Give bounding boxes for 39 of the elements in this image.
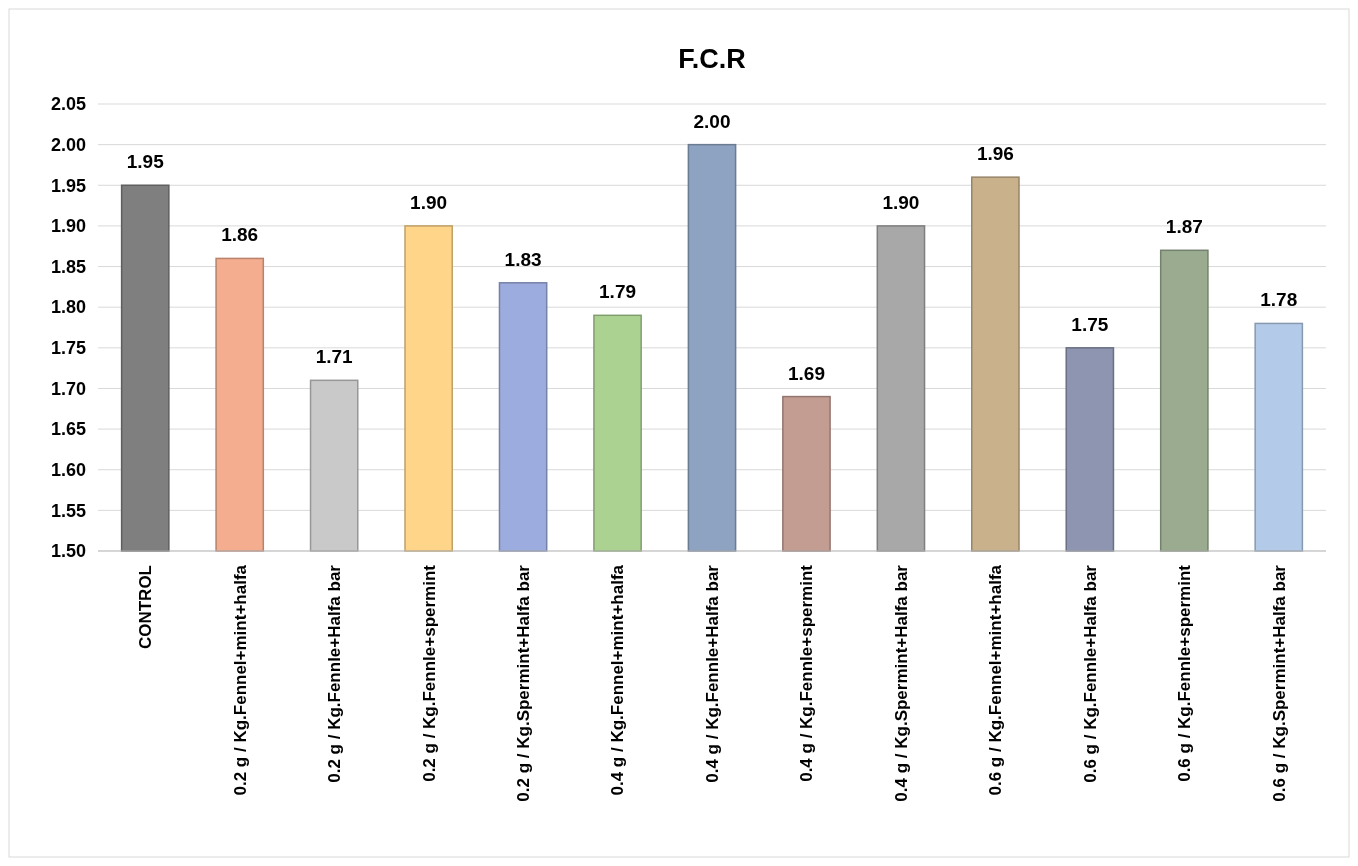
data-label: 1.96 [976, 143, 1014, 165]
x-tick-label: 0.2 g / Kg.Spermint+Halfa bar [514, 564, 534, 802]
y-tick-label: 1.55 [50, 500, 86, 521]
data-label: 1.83 [504, 248, 542, 270]
x-tick-label: 0.2 g / Kg.Fennel+mint+halfa [230, 564, 250, 796]
y-tick-label: 1.70 [50, 378, 86, 399]
y-tick-label: 1.80 [50, 297, 86, 318]
y-tick-label: 1.65 [50, 419, 86, 440]
y-tick-label: 1.85 [50, 256, 86, 277]
chart-title: F.C.R [678, 44, 746, 74]
data-label: 1.86 [221, 224, 259, 246]
y-tick-label: 2.00 [50, 134, 86, 155]
data-label: 2.00 [693, 110, 731, 132]
data-label: 1.87 [1165, 216, 1203, 238]
x-tick-label: 0.6 g / Kg.Spermint+Halfa bar [1269, 564, 1289, 802]
x-tick-label: 0.2 g / Kg.Fennle+spermint [419, 564, 439, 782]
data-label: 1.90 [410, 191, 448, 213]
x-tick-label: CONTROL [136, 565, 156, 650]
data-label: 1.90 [882, 191, 920, 213]
data-label: 1.75 [1071, 313, 1109, 335]
y-tick-label: 1.95 [50, 175, 86, 196]
data-label: 1.79 [599, 281, 637, 303]
y-tick-label: 1.50 [50, 541, 86, 562]
y-tick-label: 1.60 [50, 460, 86, 481]
x-tick-label: 0.4 g / Kg.Fennel+mint+halfa [608, 564, 628, 796]
y-tick-label: 1.90 [50, 216, 86, 237]
data-label: 1.78 [1260, 289, 1298, 311]
x-tick-label: 0.2 g / Kg.Fennle+Halfa bar [325, 564, 345, 783]
x-tick-label: 0.6 g / Kg.Fennel+mint+halfa [986, 564, 1006, 796]
x-tick-label: 0.6 g / Kg.Fennle+spermint [1175, 564, 1195, 782]
x-tick-label: 0.4 g / Kg.Fennle+spermint [797, 564, 817, 782]
data-label: 1.95 [126, 151, 165, 173]
x-tick-label: 0.4 g / Kg.Spermint+Halfa bar [891, 564, 911, 802]
data-label: 1.69 [787, 362, 825, 384]
y-tick-label: 1.75 [50, 338, 86, 359]
x-tick-label: 0.4 g / Kg.Fennle+Halfa bar [702, 564, 722, 783]
data-label: 1.71 [315, 346, 354, 368]
y-tick-label: 2.05 [50, 94, 86, 115]
x-tick-label: 0.6 g / Kg.Fennle+Halfa bar [1080, 564, 1100, 783]
